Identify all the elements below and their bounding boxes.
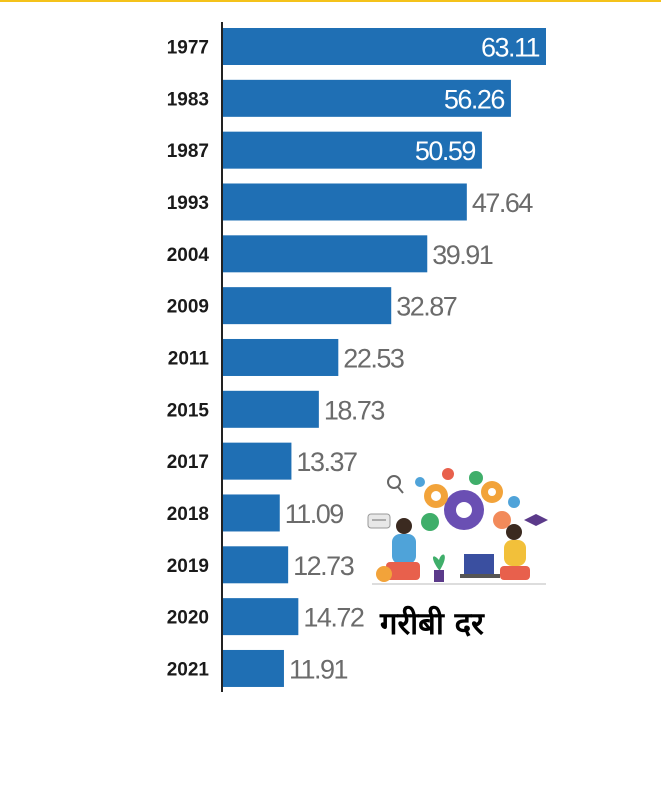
year-label-2021: 2021 bbox=[167, 659, 210, 680]
bar-2017 bbox=[223, 442, 292, 480]
bar-2004 bbox=[223, 235, 428, 273]
teamwork-gears-illustration-icon bbox=[367, 468, 548, 585]
value-label-2004: 39.91 bbox=[432, 240, 493, 270]
value-label-2021: 11.91 bbox=[289, 654, 348, 684]
year-label-2009: 2009 bbox=[167, 297, 209, 318]
bar-2020 bbox=[223, 598, 299, 636]
year-labels-group: 1977 1983 1987 1993 2004 2009 2011 2015 2017 2018… bbox=[167, 38, 210, 681]
value-label-1993: 47.64 bbox=[472, 188, 534, 218]
value-label-1987: 50.59 bbox=[415, 136, 476, 166]
year-label-2015: 2015 bbox=[167, 400, 210, 421]
bar-2009 bbox=[223, 287, 392, 325]
value-label-2019: 12.73 bbox=[293, 551, 354, 581]
value-label-2011: 22.53 bbox=[343, 343, 404, 373]
year-label-2011: 2011 bbox=[168, 348, 210, 369]
bar-2019 bbox=[223, 546, 289, 584]
year-label-2019: 2019 bbox=[167, 556, 209, 577]
bar-1977 bbox=[223, 28, 546, 65]
bar-1993 bbox=[223, 183, 467, 221]
value-label-2015: 18.73 bbox=[324, 395, 385, 425]
bar-2011 bbox=[223, 338, 339, 376]
value-label-1983: 56.26 bbox=[444, 84, 505, 114]
year-label-2004: 2004 bbox=[167, 245, 210, 266]
value-label-2018: 11.09 bbox=[285, 499, 344, 529]
value-label-1977: 63.11 bbox=[481, 33, 540, 63]
year-label-1993: 1993 bbox=[167, 193, 209, 214]
year-label-2017: 2017 bbox=[167, 452, 209, 473]
value-label-2009: 32.87 bbox=[396, 292, 457, 322]
year-label-1977: 1977 bbox=[167, 38, 209, 59]
year-label-1987: 1987 bbox=[167, 141, 209, 162]
year-label-2018: 2018 bbox=[167, 504, 209, 525]
bar-1987 bbox=[223, 131, 482, 169]
value-labels-group: 63.11 56.26 50.59 47.64 39.91 32.87 22.53 18.73… bbox=[285, 33, 541, 685]
chart-caption: गरीबी दर bbox=[380, 606, 484, 642]
bar-1983 bbox=[223, 79, 511, 117]
bars-group bbox=[223, 28, 546, 687]
value-label-2020: 14.72 bbox=[303, 603, 364, 633]
top-accent-rule bbox=[0, 0, 661, 2]
value-label-2017: 13.37 bbox=[296, 447, 357, 477]
bar-2015 bbox=[223, 390, 319, 428]
year-label-1983: 1983 bbox=[167, 89, 209, 110]
year-label-2020: 2020 bbox=[167, 608, 209, 629]
bar-2021 bbox=[223, 649, 284, 687]
bar-2018 bbox=[223, 494, 280, 532]
